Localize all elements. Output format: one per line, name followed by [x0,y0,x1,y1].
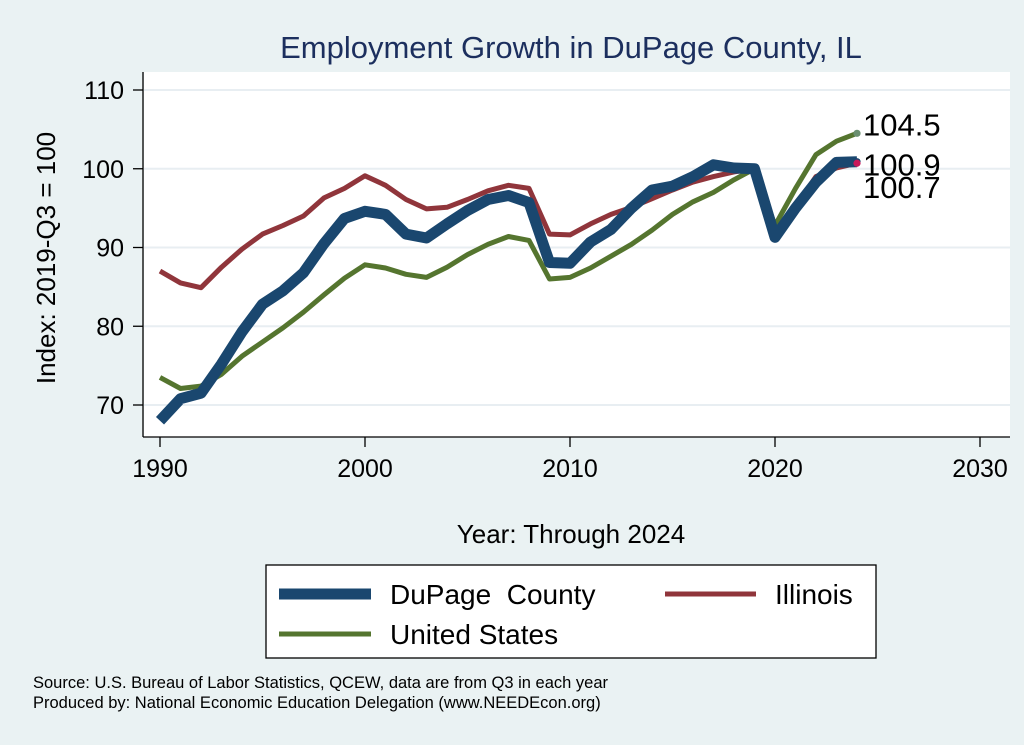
y-tick-label: 70 [96,392,124,420]
produced-by-note: Produced by: National Economic Education… [33,694,601,712]
y-tick-label: 90 [96,235,124,263]
y-tick-label: 80 [96,313,124,341]
x-tick-label: 2030 [952,455,1008,483]
legend: DuPage County Illinois United States [265,564,877,659]
end-label-dupage: 100.9 [863,148,941,183]
chart-title: Employment Growth in DuPage County, IL [280,30,862,65]
series-line-dupage [155,156,858,425]
x-axis-title: Year: Through 2024 [457,519,685,549]
source-note: Source: U.S. Bureau of Labor Statistics,… [33,674,609,692]
y-tick-label: 100 [82,156,124,184]
x-tick-label: 2000 [337,455,393,483]
series-line-us [158,130,858,391]
x-tick-label: 1990 [132,455,188,483]
y-tick-label: 110 [84,77,124,105]
series-lines [155,130,858,425]
legend-label-dupage: DuPage County [390,579,595,610]
x-tick-label: 2020 [747,455,803,483]
legend-label-us: United States [390,619,558,650]
legend-label-illinois: Illinois [775,579,853,610]
y-axis: 70 80 90 100 110 [82,77,143,420]
y-axis-title: Index: 2019-Q3 = 100 [31,132,61,384]
legend-box [265,564,877,659]
x-axis: 1990 2000 2010 2020 2030 [132,437,1008,483]
end-label-illinois: 100.7 [863,170,941,205]
end-label-us: 104.5 [863,107,941,142]
x-tick-label: 2010 [542,455,598,483]
end-point-us [853,129,861,137]
end-point-illinois [853,159,861,167]
